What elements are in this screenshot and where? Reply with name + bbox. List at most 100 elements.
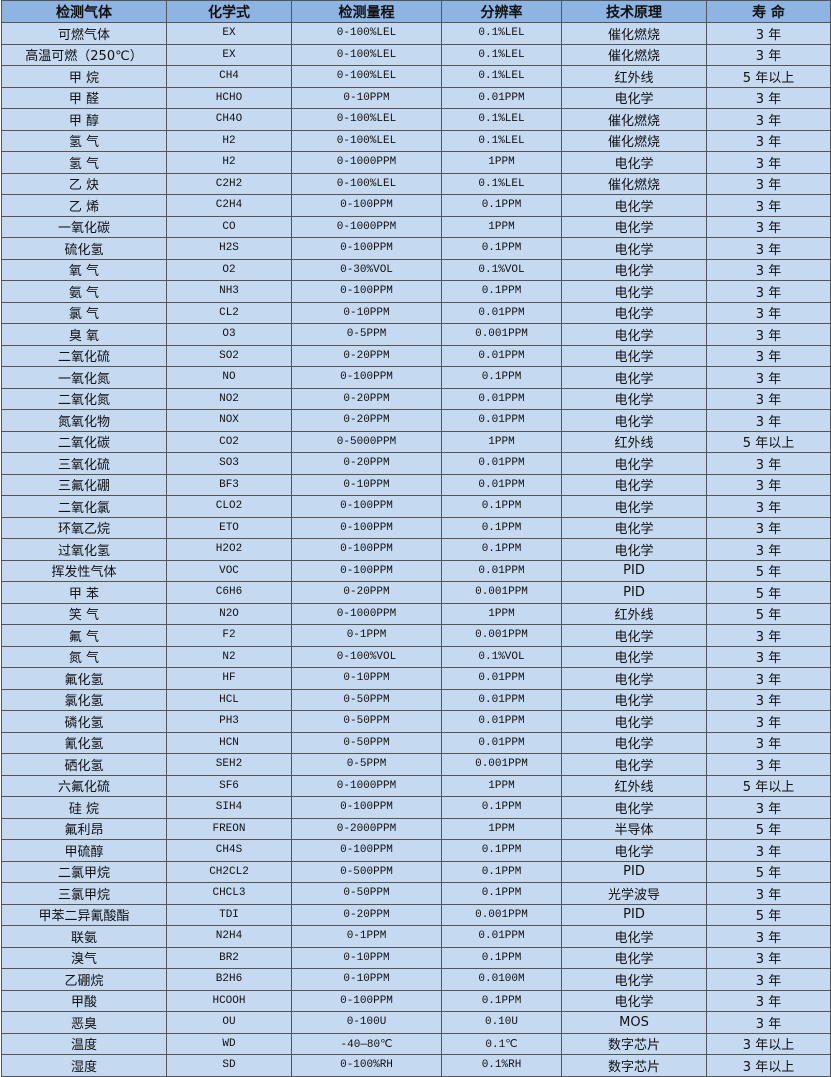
gas-cell: 氮 气 (1, 645, 167, 668)
resolution-cell: 0.001PPM (441, 323, 562, 346)
formula-cell: NOX (166, 409, 292, 432)
gas-cell: 二氯甲烷 (1, 860, 167, 883)
principle-cell: 电化学 (561, 194, 707, 217)
range-cell: 0-1000PPM (291, 151, 442, 174)
principle-cell: 电化学 (561, 237, 707, 260)
lifespan-cell: 5 年以上 (706, 430, 831, 453)
resolution-cell: 0.1PPM (441, 839, 562, 862)
formula-cell: NO2 (166, 387, 292, 410)
principle-cell: 电化学 (561, 624, 707, 647)
formula-cell: CO2 (166, 430, 292, 453)
header-range: 检测量程 (291, 0, 442, 23)
resolution-cell: 0.01PPM (441, 387, 562, 410)
range-cell: 0-100%LEL (291, 22, 442, 45)
lifespan-cell: 3 年 (706, 452, 831, 475)
principle-cell: 电化学 (561, 753, 707, 776)
lifespan-cell: 3 年 (706, 86, 831, 109)
range-cell: 0-50PPM (291, 731, 442, 754)
resolution-cell: 0.0100M (441, 968, 562, 991)
lifespan-cell: 3 年以上 (706, 1054, 831, 1077)
lifespan-cell: 3 年 (706, 710, 831, 733)
principle-cell: 数字芯片 (561, 1054, 707, 1077)
range-cell: 0-10PPM (291, 86, 442, 109)
header-gas: 检测气体 (1, 0, 167, 23)
formula-cell: OU (166, 1011, 292, 1034)
range-cell: 0-1PPM (291, 925, 442, 948)
principle-cell: 红外线 (561, 774, 707, 797)
formula-cell: BR2 (166, 946, 292, 969)
resolution-cell: 0.01PPM (441, 710, 562, 733)
gas-cell: 过氧化氢 (1, 538, 167, 561)
resolution-cell: 0.001PPM (441, 903, 562, 926)
gas-cell: 六氟化硫 (1, 774, 167, 797)
table-row: 乙 烯 C2H4 0-100PPM 0.1PPM 电化学 3 年 (1, 194, 831, 217)
range-cell: 0-100%LEL (291, 129, 442, 152)
formula-cell: CL2 (166, 301, 292, 324)
lifespan-cell: 3 年 (706, 129, 831, 152)
lifespan-cell: 3 年 (706, 258, 831, 281)
range-cell: 0-10PPM (291, 301, 442, 324)
lifespan-cell: 3 年 (706, 280, 831, 303)
formula-cell: CH4O (166, 108, 292, 131)
table-row: 六氟化硫 SF6 0-1000PPM 1PPM 红外线 5 年以上 (1, 774, 831, 797)
range-cell: 0-100PPM (291, 280, 442, 303)
resolution-cell: 0.01PPM (441, 86, 562, 109)
range-cell: 0-5000PPM (291, 430, 442, 453)
resolution-cell: 0.01PPM (441, 559, 562, 582)
resolution-cell: 1PPM (441, 430, 562, 453)
table-row: 氮氧化物 NOX 0-20PPM 0.01PPM 电化学 3 年 (1, 409, 831, 432)
formula-cell: SO2 (166, 344, 292, 367)
lifespan-cell: 5 年 (706, 581, 831, 604)
range-cell: 0-100U (291, 1011, 442, 1034)
principle-cell: 电化学 (561, 258, 707, 281)
principle-cell: 红外线 (561, 602, 707, 625)
gas-cell: 氟 气 (1, 624, 167, 647)
range-cell: 0-100PPM (291, 194, 442, 217)
range-cell: 0-30%VOL (291, 258, 442, 281)
principle-cell: 电化学 (561, 839, 707, 862)
gas-cell: 温度 (1, 1032, 167, 1055)
lifespan-cell: 3 年 (706, 946, 831, 969)
gas-cell: 氰化氢 (1, 731, 167, 754)
formula-cell: VOC (166, 559, 292, 582)
formula-cell: N2O (166, 602, 292, 625)
range-cell: 0-2000PPM (291, 817, 442, 840)
gas-cell: 甲 醇 (1, 108, 167, 131)
gas-cell: 高温可燃（250℃） (1, 43, 167, 66)
resolution-cell: 0.1PPM (441, 882, 562, 905)
table-row: 乙硼烷 B2H6 0-10PPM 0.0100M 电化学 3 年 (1, 968, 831, 991)
lifespan-cell: 3 年 (706, 409, 831, 432)
table-row: 二氧化硫 SO2 0-20PPM 0.01PPM 电化学 3 年 (1, 344, 831, 367)
formula-cell: EX (166, 43, 292, 66)
lifespan-cell: 5 年以上 (706, 774, 831, 797)
formula-cell: H2O2 (166, 538, 292, 561)
formula-cell: HF (166, 667, 292, 690)
range-cell: 0-10PPM (291, 473, 442, 496)
lifespan-cell: 3 年 (706, 323, 831, 346)
resolution-cell: 0.1%LEL (441, 129, 562, 152)
resolution-cell: 0.01PPM (441, 409, 562, 432)
principle-cell: MOS (561, 1011, 707, 1034)
principle-cell: 电化学 (561, 387, 707, 410)
range-cell: 0-500PPM (291, 860, 442, 883)
principle-cell: PID (561, 581, 707, 604)
lifespan-cell: 3 年 (706, 43, 831, 66)
gas-cell: 氢 气 (1, 151, 167, 174)
gas-cell: 氢 气 (1, 129, 167, 152)
range-cell: 0-20PPM (291, 452, 442, 475)
formula-cell: B2H6 (166, 968, 292, 991)
lifespan-cell: 3 年 (706, 495, 831, 518)
principle-cell: 红外线 (561, 430, 707, 453)
lifespan-cell: 3 年 (706, 194, 831, 217)
table-row: 氟 气 F2 0-1PPM 0.001PPM 电化学 3 年 (1, 624, 831, 647)
lifespan-cell: 5 年 (706, 903, 831, 926)
table-row: 溴气 BR2 0-10PPM 0.1PPM 电化学 3 年 (1, 946, 831, 969)
gas-cell: 甲 醛 (1, 86, 167, 109)
principle-cell: 电化学 (561, 968, 707, 991)
formula-cell: H2 (166, 129, 292, 152)
table-row: 磷化氢 PH3 0-50PPM 0.01PPM 电化学 3 年 (1, 710, 831, 733)
lifespan-cell: 5 年以上 (706, 65, 831, 88)
range-cell: 0-1PPM (291, 624, 442, 647)
lifespan-cell: 3 年 (706, 151, 831, 174)
table-row: 恶臭 OU 0-100U 0.10U MOS 3 年 (1, 1011, 831, 1034)
